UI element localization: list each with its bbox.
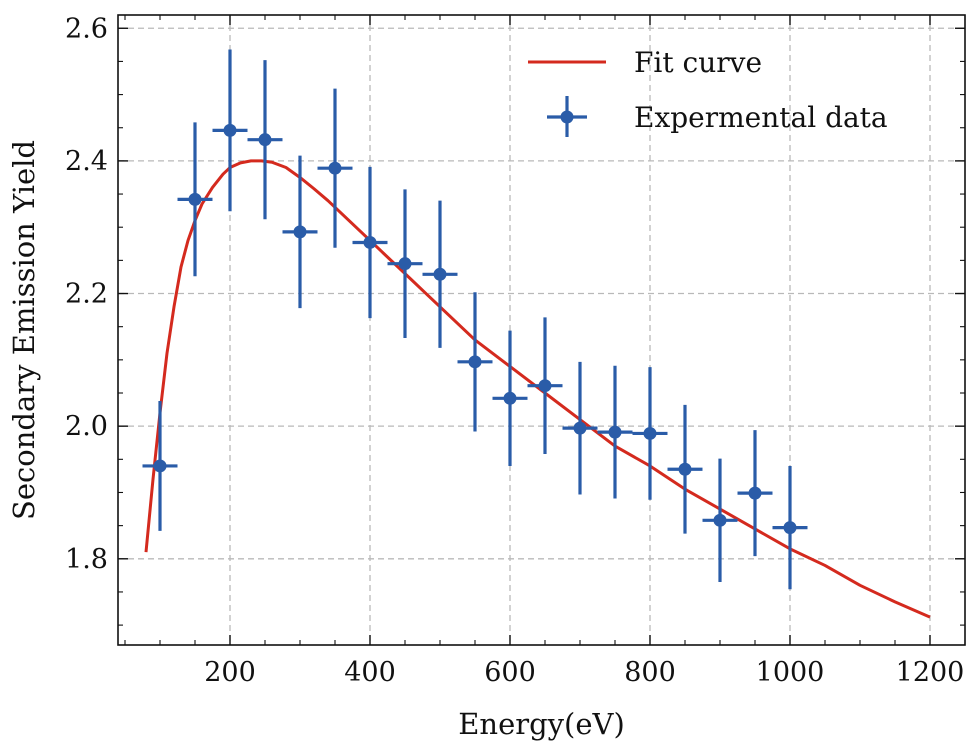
data-point: [352, 166, 388, 319]
legend-data-swatch: [547, 96, 587, 137]
legend-data-label: Expermental data: [634, 101, 888, 134]
y-tick-label: 2.0: [65, 411, 108, 442]
data-point: [457, 292, 493, 432]
data-marker: [188, 192, 202, 206]
data-point: [282, 155, 318, 309]
data-point: [527, 317, 563, 455]
x-tick-label: 1000: [756, 657, 825, 688]
data-marker: [153, 459, 167, 473]
legend-marker: [560, 110, 574, 124]
experimental-data-layer: [142, 49, 808, 590]
data-point: [667, 404, 703, 534]
data-point: [562, 361, 598, 495]
fit-curve-line: [144, 159, 931, 619]
axis-ticks: [118, 15, 966, 645]
data-marker: [398, 257, 412, 271]
x-tick-label: 400: [344, 657, 396, 688]
data-point: [142, 400, 178, 531]
data-marker: [293, 225, 307, 239]
legend: Fit curve Expermental data: [528, 46, 888, 137]
data-marker: [258, 133, 272, 147]
y-tick-label: 2.6: [65, 13, 108, 44]
tick-labels: 200 400 600 800 1000 1200 1.8 2.0 2.2 2.4 2.6: [65, 13, 964, 688]
data-marker: [748, 486, 762, 500]
data-point: [772, 465, 808, 590]
fit-curve-layer: [144, 159, 931, 619]
data-point: [422, 200, 458, 348]
data-point: [597, 365, 633, 499]
data-marker: [223, 123, 237, 137]
x-tick-label: 600: [484, 657, 536, 688]
x-tick-label: 1200: [896, 657, 965, 688]
data-marker: [328, 161, 342, 175]
x-tick-label: 200: [204, 657, 256, 688]
data-point: [317, 88, 353, 248]
data-marker: [678, 462, 692, 476]
x-axis-label: Energy(eV): [458, 707, 625, 741]
data-marker: [503, 391, 517, 405]
plot-frame: [117, 14, 966, 646]
y-tick-label: 2.2: [65, 279, 108, 310]
grid-lines: [118, 15, 965, 645]
data-marker: [363, 235, 377, 249]
data-marker: [538, 379, 552, 393]
data-point: [247, 60, 283, 220]
data-marker: [433, 267, 447, 281]
data-marker: [608, 425, 622, 439]
data-marker: [573, 421, 587, 435]
legend-fit-label: Fit curve: [634, 46, 762, 79]
data-point: [492, 330, 528, 466]
y-axis-label: Secondary Emission Yield: [7, 140, 41, 520]
data-point: [387, 189, 423, 338]
x-tick-label: 800: [624, 657, 676, 688]
data-point: [212, 49, 248, 212]
data-marker: [783, 521, 797, 535]
data-point: [177, 122, 213, 277]
y-tick-label: 2.4: [65, 146, 108, 177]
data-point: [632, 367, 668, 500]
data-marker: [713, 513, 727, 527]
data-point: [737, 430, 773, 557]
data-marker: [643, 426, 657, 440]
data-marker: [468, 355, 482, 369]
y-tick-label: 1.8: [65, 544, 108, 575]
data-point: [702, 458, 738, 582]
